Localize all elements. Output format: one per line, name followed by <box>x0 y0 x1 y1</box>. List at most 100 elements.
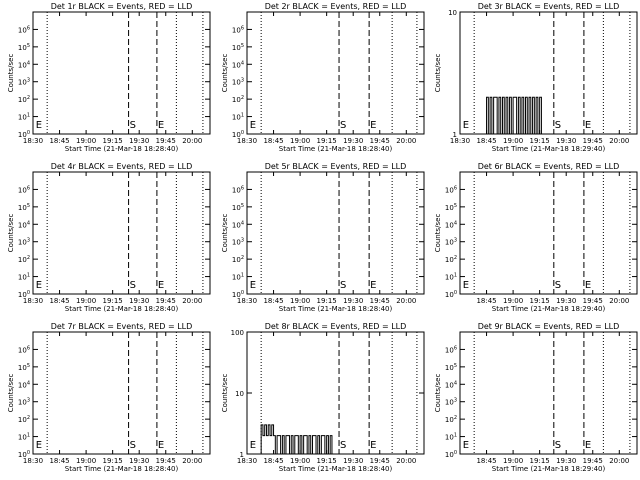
x-tick-label: 19:00 <box>290 297 310 305</box>
x-tick-label: 19:30 <box>129 457 149 465</box>
y-tick-label: 103 <box>445 238 457 247</box>
x-tick-label: 18:45 <box>476 137 496 145</box>
y-tick-base: 10 <box>18 131 27 139</box>
x-axis-label: Start Time (21-Mar-18 18:29:40) <box>492 145 606 153</box>
y-tick-label: 103 <box>18 398 30 407</box>
x-tick-label: 19:00 <box>503 137 523 145</box>
y-tick-exponent: 3 <box>27 238 30 244</box>
y-axis-label: Counts/sec <box>7 214 15 253</box>
x-tick-label: 20:00 <box>609 137 629 145</box>
x-tick-label: 19:15 <box>103 297 123 305</box>
y-tick-label: 100 <box>18 290 30 299</box>
y-tick-base: 10 <box>445 451 454 459</box>
x-tick-label: 18:45 <box>263 297 283 305</box>
y-tick-exponent: 5 <box>27 43 30 49</box>
x-tick-label: 18:30 <box>237 457 257 465</box>
marker-e: E <box>158 120 164 131</box>
x-tick-label: 19:00 <box>290 457 310 465</box>
x-tick-label: 19:45 <box>156 137 176 145</box>
y-tick-label: 102 <box>445 255 457 264</box>
y-tick-label: 106 <box>18 25 30 34</box>
y-tick-label: 103 <box>232 238 244 247</box>
panel-title: Det 8r BLACK = Events, RED = LLD <box>265 322 407 331</box>
y-tick-exponent: 4 <box>454 220 457 226</box>
y-tick-label: 106 <box>232 185 244 194</box>
y-tick-base: 10 <box>232 204 241 212</box>
y-tick-exponent: 0 <box>241 290 244 296</box>
y-tick-label: 101 <box>18 433 30 442</box>
panel-title: Det 1r BLACK = Events, RED = LLD <box>51 2 193 11</box>
x-tick-label: 19:00 <box>290 137 310 145</box>
y-tick-base: 10 <box>18 79 27 87</box>
x-tick-label: 19:15 <box>317 457 337 465</box>
y-tick-label: 103 <box>18 78 30 87</box>
panel-title: Det 3r BLACK = Events, RED = LLD <box>478 2 620 11</box>
marker-e: E <box>158 280 164 291</box>
y-tick-base: 10 <box>232 44 241 52</box>
plot-frame <box>459 171 638 295</box>
y-tick-base: 10 <box>18 26 27 34</box>
event-series-line <box>484 96 544 135</box>
y-tick-base: 10 <box>445 399 454 407</box>
x-tick-label: 20:00 <box>396 297 416 305</box>
x-tick-label: 18:30 <box>237 137 257 145</box>
x-tick-label: 18:30 <box>450 137 470 145</box>
panel-title: Det 5r BLACK = Events, RED = LLD <box>265 162 407 171</box>
y-tick-base: 10 <box>445 204 454 212</box>
x-tick-label: 18:45 <box>476 457 496 465</box>
x-tick-label: 18:45 <box>476 297 496 305</box>
y-tick-exponent: 0 <box>27 290 30 296</box>
y-tick-label: 106 <box>18 345 30 354</box>
y-tick-exponent: 0 <box>454 450 457 456</box>
y-tick-label: 1 <box>453 131 457 139</box>
x-tick-label: 19:15 <box>103 137 123 145</box>
x-tick-label: 19:30 <box>556 297 576 305</box>
marker-e: E <box>36 440 42 451</box>
y-tick-exponent: 5 <box>454 363 457 369</box>
y-tick-exponent: 6 <box>241 185 244 191</box>
y-tick-exponent: 6 <box>27 345 30 351</box>
panel-4: Det 4r BLACK = Events, RED = LLD 18:30 18:… <box>7 162 211 313</box>
y-tick-label: 102 <box>232 255 244 264</box>
marker-s: S <box>340 440 346 451</box>
y-tick-label: 104 <box>18 380 30 389</box>
x-tick-label: 19:30 <box>343 137 363 145</box>
y-tick-exponent: 1 <box>454 273 457 279</box>
x-tick-label: 18:45 <box>263 137 283 145</box>
y-tick-base: 10 <box>232 256 241 264</box>
y-tick-base: 10 <box>18 44 27 52</box>
y-tick-base: 10 <box>18 434 27 442</box>
y-tick-label: 100 <box>445 290 457 299</box>
y-tick-base: 10 <box>445 346 454 354</box>
y-tick-base: 10 <box>235 390 244 398</box>
x-tick-label: 19:30 <box>556 457 576 465</box>
y-tick-base: 1 <box>453 131 457 139</box>
plot-frame <box>459 11 638 135</box>
y-tick-base: 10 <box>445 381 454 389</box>
y-axis-label: Counts/sec <box>7 54 15 93</box>
y-tick-label: 106 <box>232 25 244 34</box>
y-tick-label: 104 <box>445 380 457 389</box>
y-tick-label: 100 <box>445 450 457 459</box>
y-tick-exponent: 3 <box>454 398 457 404</box>
panel-6: Det 6r BLACK = Events, RED = LLD 18:45 19:… <box>434 162 638 313</box>
y-tick-exponent: 3 <box>27 398 30 404</box>
y-tick-base: 10 <box>445 221 454 229</box>
marker-e: E <box>463 120 469 131</box>
x-tick-label: 18:45 <box>263 457 283 465</box>
marker-e: E <box>585 120 591 131</box>
x-tick-label: 19:45 <box>370 297 390 305</box>
y-tick-label: 105 <box>445 363 457 372</box>
panel-title: Det 9r BLACK = Events, RED = LLD <box>478 322 620 331</box>
x-tick-label: 19:00 <box>76 297 96 305</box>
y-axis-label: Counts/sec <box>434 54 442 93</box>
y-tick-label: 104 <box>18 220 30 229</box>
y-tick-exponent: 3 <box>241 78 244 84</box>
y-tick-label: 106 <box>18 185 30 194</box>
marker-e: E <box>370 120 376 131</box>
y-tick-exponent: 2 <box>27 415 30 421</box>
y-tick-label: 100 <box>18 450 30 459</box>
y-tick-label: 100 <box>232 130 244 139</box>
x-tick-label: 20:00 <box>396 137 416 145</box>
plot-frame <box>459 331 638 455</box>
